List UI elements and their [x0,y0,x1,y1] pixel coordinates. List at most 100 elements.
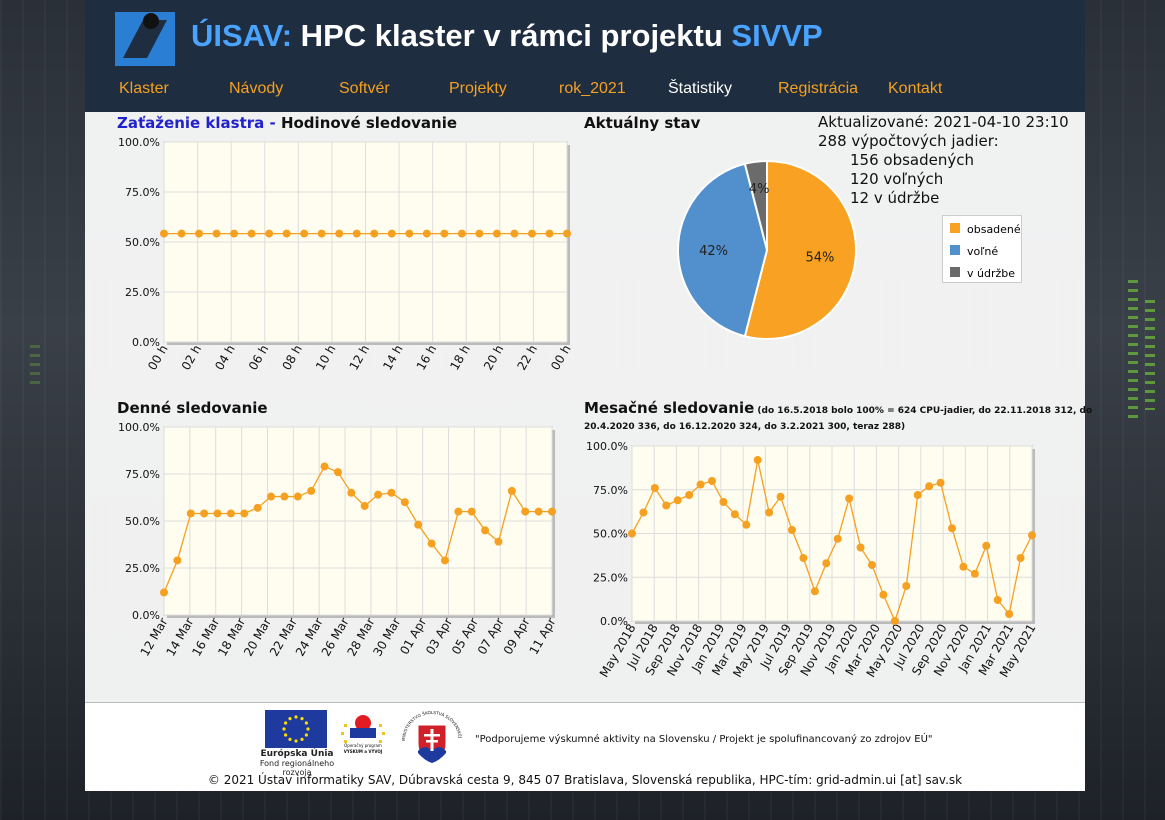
eu-star-icon [300,737,304,741]
eu-star-icon [282,727,286,731]
nav-softver[interactable]: Softvér [339,80,390,97]
daily-data-point [507,486,516,495]
pie-label-maintenance: 4% [749,182,770,197]
monthly-data-point [959,562,968,571]
monthly-title: Mesačné sledovanie (do 16.5.2018 bolo 10… [584,399,1092,417]
content-panel [85,0,1085,790]
site-footer: Európska Únia Fond regionálneho rozvoja O… [85,702,1085,791]
hourly-title-b: Hodinové sledovanie [280,114,458,132]
monthly-data-point [822,559,831,568]
monthly-data-point [902,582,911,590]
hourly-data-point [317,229,326,238]
daily-data-point [253,503,262,512]
hourly-title-a: Zaťaženie klastra [117,114,265,132]
hourly-data-point [510,229,519,238]
monthly-data-point [1005,610,1014,618]
eu-star-icon [306,727,310,731]
daily-data-point [186,509,195,518]
monthly-y-tick: 75.0% [593,484,628,497]
pie-slice-free [677,162,769,338]
opvv-logo[interactable]: Operačný program VÝSKUM a VÝVOJ [338,710,388,758]
hourly-y-tick: 0.0% [132,336,160,349]
nav-rok-2021[interactable]: rok_2021 [559,80,626,97]
eu-star-icon [294,715,298,719]
eu-star-icon [304,733,308,737]
eu-star-icon [288,717,292,721]
status-info: Aktualizované: 2021-04-10 23:10 288 výpo… [818,113,1069,208]
eu-title: Európska Únia [260,749,334,759]
monthly-data-point [810,587,819,596]
status-maintenance: 12 v údržbe [850,189,940,207]
monthly-data-point [708,477,716,485]
daily-data-point [226,509,235,518]
monthly-data-point [833,534,842,543]
hourly-data-point [370,229,379,238]
monthly-title-text: Mesačné sledovanie [584,399,755,417]
monthly-data-point [742,520,751,529]
nav-klaster[interactable]: Klaster [119,80,169,97]
hourly-x-tick: 08 h [279,343,304,373]
daily-data-point [454,507,463,516]
legend-item-occupied: obsadené [949,222,1021,236]
monthly-data-point [1028,531,1036,540]
nav-registracia[interactable]: Registrácia [778,80,859,97]
monthly-data-point [936,478,945,487]
nav-statistiky[interactable]: Štatistiky [668,80,733,97]
monthly-data-point [650,484,659,492]
pie-label-free: 42% [699,244,728,259]
monthly-data-point [673,496,682,505]
monthly-data-point [925,482,934,491]
legend-swatch-maintenance [949,266,961,278]
daily-y-tick: 25.0% [125,562,160,575]
daily-data-point [467,507,476,516]
monthly-y-tick: 50.0% [593,528,628,541]
hourly-x-tick: 10 h [313,343,338,373]
monthly-data-point [845,494,854,503]
legend-item-free: voľné [949,244,998,258]
daily-data-point [548,507,556,516]
monthly-y-tick: 100.0% [586,440,628,453]
monthly-data-point [696,480,705,489]
hourly-x-tick: 18 h [447,343,472,373]
monthly-y-tick: 0.0% [600,615,628,628]
monthly-data-point [799,554,808,562]
site-title: ÚISAV: HPC klaster v rámci projektu SIVV… [191,18,823,54]
monthly-data-point [628,529,636,538]
monthly-data-point [993,596,1002,604]
hourly-data-point [265,229,274,238]
hourly-title-sep: - [264,114,281,132]
eu-star-icon [294,739,298,743]
eu-fund: Fond regionálneho rozvoja [259,759,335,777]
nav-kontakt[interactable]: Kontakt [888,80,943,97]
daily-data-point [387,488,396,497]
monthly-data-point [879,590,888,599]
ministry-emblem-logo[interactable]: MINISTERSTVO ŠKOLSTVA SLOVENSKEJ REPUBLI… [397,707,467,769]
hourly-data-point [160,229,168,238]
hourly-data-point [545,229,554,238]
monthly-note-1: (do 16.5.2018 bolo 100% = 624 CPU-jadier… [754,406,1093,416]
nav-navody[interactable]: Návody [229,80,284,97]
nav-projekty[interactable]: Projekty [449,80,507,97]
monthly-data-point [719,498,728,506]
pie-slice-maintenance [743,159,768,251]
eu-flag-logo[interactable] [265,710,327,748]
daily-data-point [400,498,409,507]
hourly-x-tick: 14 h [380,343,405,373]
hourly-data-point [475,229,484,238]
hourly-chart: 100.0% 75.0% 50.0% 25.0% 0.0% 00 h 02 h 04 h 06 … [118,136,574,373]
hourly-data-point [300,229,309,238]
title-suffix: SIVVP [731,18,823,53]
status-occupied: 156 obsadených [850,151,974,169]
daily-data-point [200,509,209,518]
uisav-logo[interactable] [115,12,175,66]
daily-data-point [320,462,329,471]
monthly-y-tick: 25.0% [593,571,628,584]
eu-star-icon [300,717,304,721]
hourly-x-tick: 22 h [515,343,540,373]
status-pie-chart: 54% 42% 4% [677,159,857,340]
hourly-x-tick: 12 h [347,343,372,373]
hourly-data-point [177,229,186,238]
hourly-x-tick: 16 h [414,343,439,373]
monthly-data-point [662,501,671,510]
status-free: 120 voľných [850,170,944,188]
